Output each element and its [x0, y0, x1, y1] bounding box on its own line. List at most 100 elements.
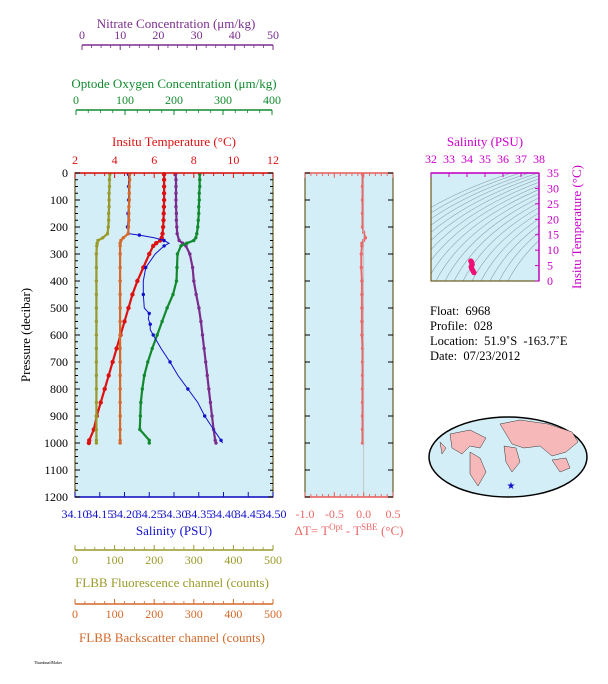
ts-salinity-tick-label: 37 — [515, 152, 527, 166]
flbb-backscatter-point — [126, 232, 130, 236]
float-location-marker: ★ — [507, 481, 516, 492]
nitrate-point — [188, 252, 192, 256]
pressure-tick-label: 1100 — [44, 463, 68, 477]
location: Location: 51.9˚S -163.7˚E — [430, 334, 568, 348]
flbb-backscatter-axis-tick-label: 100 — [106, 607, 124, 621]
salinity-tick-label: 34.35 — [185, 507, 212, 521]
temperature-point — [161, 184, 167, 189]
delta-t-point — [360, 333, 364, 337]
profile-number: Profile: 028 — [430, 319, 493, 333]
pressure-tick-label: 600 — [50, 328, 68, 342]
temperature-point — [86, 440, 92, 446]
nitrate-point — [175, 225, 179, 229]
flbb-fluorescence-point — [94, 252, 99, 256]
salinity-tick-label: 34.25 — [136, 507, 163, 521]
oxygen-point — [196, 225, 200, 229]
flbb-backscatter-point — [127, 178, 132, 182]
flbb-backscatter-point — [118, 387, 122, 391]
nitrate-axis-tick-label: 50 — [267, 28, 279, 42]
nitrate-point — [213, 438, 217, 442]
flbb-backscatter-point — [119, 238, 123, 243]
oxygen-point — [179, 244, 183, 248]
salinity-point — [147, 311, 151, 316]
oxygen-point — [192, 238, 196, 243]
salinity-point — [219, 438, 223, 442]
flbb-backscatter-axis-tick-label: 500 — [264, 607, 282, 621]
flbb-backscatter-point — [126, 225, 131, 229]
temperature-tick-label: 8 — [191, 153, 197, 167]
temperature-tick-label: 4 — [112, 153, 118, 167]
flbb-fluorescence-point — [107, 191, 111, 195]
ts-plot-area — [431, 173, 539, 281]
salinity-tick-label: 34.45 — [235, 507, 262, 521]
pressure-tick-label: 400 — [50, 274, 68, 288]
flbb-fluorescence-point — [101, 236, 105, 240]
flbb-backscatter-point — [127, 205, 131, 209]
oxygen-series — [138, 172, 202, 445]
temperature-point — [153, 241, 159, 246]
flbb-backscatter-point — [127, 191, 131, 195]
flbb-fluorescence-axis-label: FLBB Fluorescence channel (counts) — [75, 575, 269, 590]
pressure-tick-label: 900 — [50, 409, 68, 423]
pressure-tick-label: 1000 — [44, 436, 68, 450]
temperature-tick-label: 6 — [151, 153, 157, 167]
temperature-point — [126, 305, 131, 311]
flbb-fluorescence-point — [107, 198, 111, 202]
temperature-point — [106, 373, 111, 378]
salinity-point — [151, 333, 155, 337]
oxygen-point — [165, 306, 169, 310]
oxygen-point — [138, 427, 142, 432]
temperature-point — [91, 427, 97, 432]
flbb-fluorescence-point — [107, 205, 111, 209]
oxygen-point — [175, 252, 180, 256]
oxygen-point — [196, 218, 200, 222]
temperature-point — [122, 319, 127, 324]
salinity-point — [168, 360, 172, 364]
salinity-tick-label: 34.20 — [111, 507, 138, 521]
temperature-point — [147, 251, 152, 257]
flbb-fluorescence-point — [94, 346, 99, 351]
oxygen-point — [147, 438, 151, 442]
flbb-fluorescence-point — [94, 292, 99, 297]
float-id: Float: 6968 — [430, 304, 491, 318]
flbb-backscatter-point — [118, 241, 122, 245]
density-contour — [489, 224, 539, 281]
flbb-fluorescence-point — [94, 360, 99, 364]
nitrate-point — [190, 265, 195, 270]
footer-tag: ThumbnailMaker — [34, 660, 62, 665]
flbb-backscatter-point — [118, 252, 122, 256]
nitrate-point — [207, 387, 211, 391]
pressure-axis-label: Pressure (decibar) — [18, 288, 33, 382]
flbb-fluorescence-point — [94, 441, 99, 445]
flbb-backscatter-axis-tick-label: 400 — [224, 607, 242, 621]
salinity-point — [202, 414, 207, 418]
density-contour — [431, 181, 539, 251]
flbb-fluorescence-point — [94, 414, 99, 418]
flbb-fluorescence-point — [95, 241, 99, 245]
nitrate-point — [174, 191, 178, 195]
delta-t-point — [360, 241, 364, 245]
flbb-fluorescence-point — [94, 319, 99, 324]
delta-t-tick-label: -1.0 — [296, 507, 315, 521]
pressure-tick-label: 100 — [50, 193, 68, 207]
temperature-tick-label: 2 — [72, 153, 78, 167]
pressure-tick-label: 200 — [50, 220, 68, 234]
nitrate-point — [214, 441, 218, 445]
density-contour — [431, 185, 539, 261]
flbb-backscatter-point — [118, 346, 122, 351]
pressure-tick-label: 500 — [50, 301, 68, 315]
oxygen-point — [185, 241, 189, 245]
flbb-fluorescence-point — [94, 265, 99, 270]
world-map: ★ — [428, 416, 588, 498]
salinity-point — [137, 233, 142, 237]
delta-t-plot-area — [305, 173, 393, 497]
delta-t-point — [360, 279, 364, 283]
salinity-point — [148, 322, 152, 326]
flbb-backscatter-point — [118, 427, 122, 432]
ts-salinity-tick-label: 38 — [533, 152, 545, 166]
nitrate-point — [203, 360, 208, 364]
salinity-point — [144, 265, 148, 270]
delta-t-point — [360, 244, 364, 248]
